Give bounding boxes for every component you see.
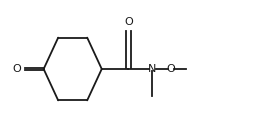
Text: O: O	[12, 64, 21, 74]
Text: N: N	[148, 64, 156, 74]
Text: O: O	[167, 64, 176, 74]
Text: O: O	[124, 17, 133, 27]
